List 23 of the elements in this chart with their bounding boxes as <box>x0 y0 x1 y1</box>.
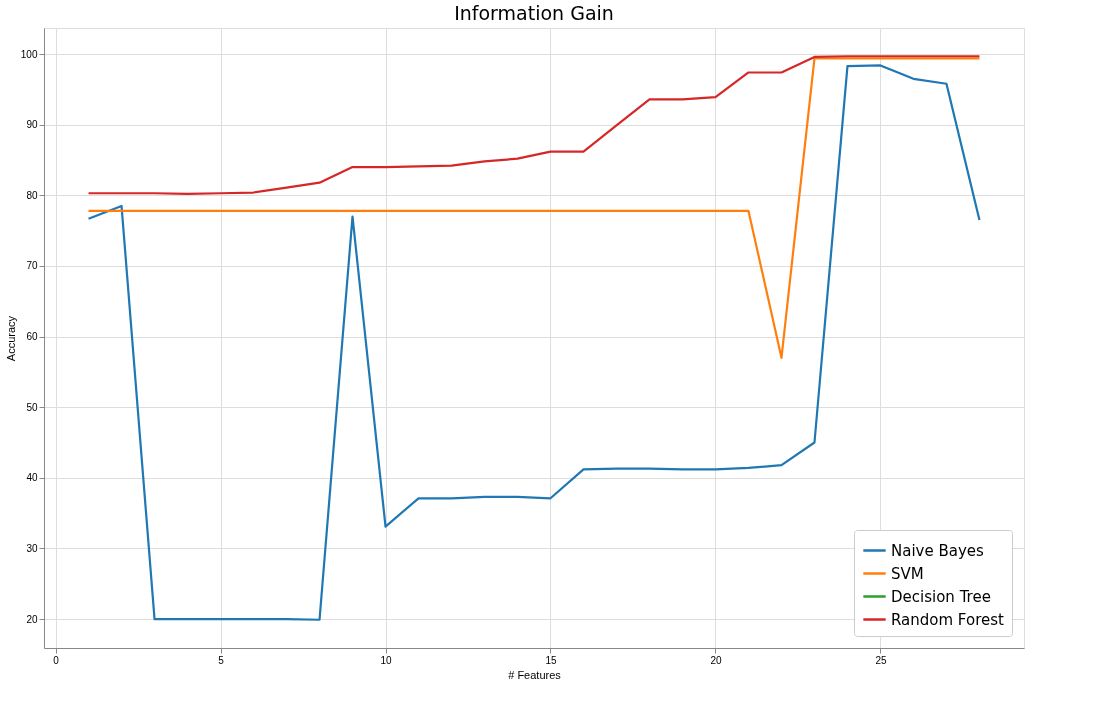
legend-label: SVM <box>891 564 924 583</box>
y-axis-title: Accuracy <box>4 315 17 362</box>
legend-label: Random Forest <box>891 610 1005 629</box>
legend-label: Decision Tree <box>891 587 991 606</box>
y-tick-label: 80 <box>26 189 38 201</box>
y-tick-label: 100 <box>20 48 38 60</box>
x-tick-label: 10 <box>380 654 393 666</box>
x-tick-label: 25 <box>875 654 887 666</box>
x-tick-label: 20 <box>710 654 722 666</box>
y-tick-label: 70 <box>26 260 38 272</box>
x-tick-label: 5 <box>218 654 225 666</box>
y-tick-label: 20 <box>26 613 38 625</box>
chart-title: Information Gain <box>454 2 614 24</box>
y-tick-label: 30 <box>26 542 38 554</box>
y-tick-label: 40 <box>26 472 38 484</box>
x-tick-label: 15 <box>545 654 557 666</box>
y-tick-label: 50 <box>26 401 38 413</box>
x-axis-title: # Features <box>508 668 562 681</box>
x-tick-label: 0 <box>53 654 60 666</box>
y-tick-label: 90 <box>26 119 38 131</box>
y-tick-label: 60 <box>26 331 38 343</box>
legend-label: Naive Bayes <box>891 541 985 560</box>
line-series <box>87 55 981 196</box>
